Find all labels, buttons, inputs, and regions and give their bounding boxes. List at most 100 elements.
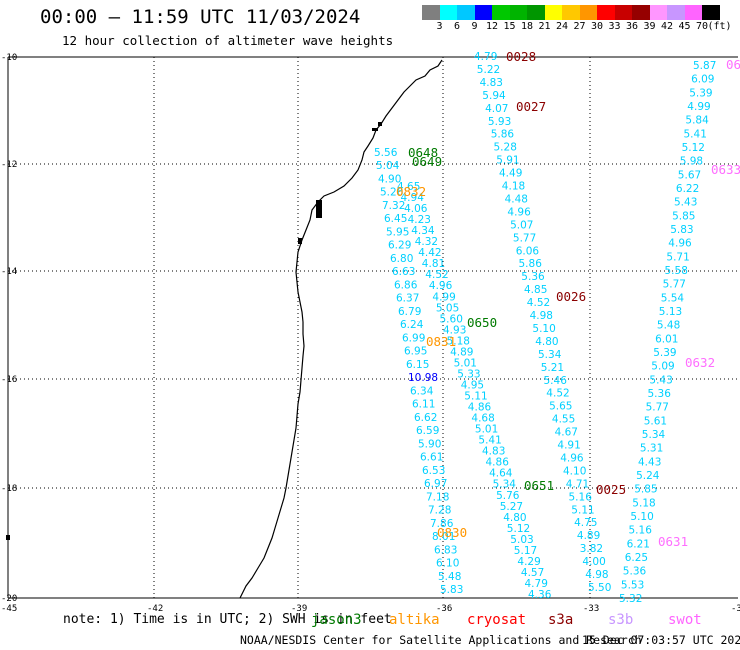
legend-label: 3: [436, 21, 443, 32]
wave-height-value: 6.83: [434, 544, 457, 556]
longitude-label: -42: [147, 604, 163, 614]
legend-label: 42: [660, 21, 674, 32]
legend-swatch: [527, 5, 545, 20]
legend-label: 18: [520, 21, 534, 32]
legend-swatch: [702, 5, 720, 20]
wave-height-value: 5.76: [496, 490, 520, 502]
wave-height-value: 5.56: [374, 147, 398, 159]
legend-swatch: [614, 5, 632, 20]
wave-height-value: 5.41: [478, 435, 501, 447]
legend-label: 12: [485, 21, 499, 32]
wave-height-value: 6.59: [416, 425, 439, 437]
satellite-legend: jason3 altika cryosat s3a s3b swot: [0, 612, 740, 630]
wave-height-value: 4.18: [502, 181, 525, 193]
footer-note: note: 1) Time is in UTC; 2) SWH is in fe…: [63, 612, 392, 627]
wave-height-value: 5.18: [632, 497, 655, 509]
wave-height-value: 4.57: [521, 567, 544, 579]
wave-height-value: 5.18: [447, 335, 470, 347]
wave-height-value: 4.96: [560, 453, 584, 465]
pass-time-label: 0648: [408, 145, 438, 160]
longitude-label: -30: [731, 604, 740, 614]
legend-swatch: [509, 5, 527, 20]
wave-height-value: 5.77: [513, 232, 536, 244]
wave-height-value: 4.83: [482, 446, 505, 458]
wave-height-value: 5.48: [438, 571, 461, 583]
latitude-label: -12: [1, 160, 17, 170]
longitude-label: -33: [583, 604, 599, 614]
wave-height-value: 4.79: [474, 51, 497, 63]
wave-height-value: 5.65: [549, 401, 572, 413]
wave-height-value: 5.11: [464, 391, 487, 403]
wave-height-value: 4.99: [432, 291, 455, 303]
wave-height-value: 5.12: [682, 142, 705, 154]
wave-height-value: 6.80: [390, 253, 413, 265]
wave-height-value: 6.21: [627, 538, 650, 550]
wave-height-value: 6.95: [404, 346, 427, 358]
pass-time-label: 0028: [506, 49, 536, 64]
pass-time-label: 0830: [437, 525, 467, 540]
wave-height-value: 4.68: [471, 413, 494, 425]
pass-time-label: 0025: [596, 482, 626, 497]
wave-height-value: 4.86: [486, 457, 510, 469]
wave-height-value: 5.58: [665, 265, 688, 277]
page-title: 00:00 — 11:59 UTC 11/03/2024: [40, 6, 361, 28]
pass-time-label: 0650: [467, 315, 497, 330]
wave-height-value: 4.96: [429, 280, 453, 292]
legend-swatch: [457, 5, 475, 20]
wave-height-value: 3.82: [580, 543, 603, 555]
longitude-label: -36: [436, 604, 452, 614]
legend-label: 21: [538, 21, 551, 32]
wave-height-value: 4.98: [530, 310, 553, 322]
wave-height-value: 6.22: [676, 183, 699, 195]
legend-swatch: [649, 5, 667, 20]
latitude-label: -14: [1, 267, 17, 277]
wave-height-value: 6.06: [516, 245, 540, 257]
legend-swatch: [562, 5, 580, 20]
wave-height-value: 5.85: [634, 484, 657, 496]
wave-height-value: 4.75: [574, 517, 597, 529]
wave-height-value: 4.52: [425, 269, 448, 281]
wave-height-value: 4.96: [668, 238, 692, 250]
wave-height-value: 5.50: [588, 582, 611, 594]
wave-height-value: 4.80: [535, 336, 558, 348]
wave-height-value: 5.32: [619, 593, 642, 605]
wave-height-value: 4.98: [585, 569, 608, 581]
wave-height-value: 6.24: [400, 319, 424, 331]
longitude-label: -45: [1, 604, 17, 614]
wave-height-values: 5.565.04 4.905.267.326.45 5.956.296.806.63…: [374, 51, 716, 605]
wave-height-value: 6.86: [394, 279, 418, 291]
wave-height-value: 6.01: [655, 333, 678, 345]
wave-height-value: 5.03: [510, 534, 533, 546]
wave-height-value: 4.86: [468, 402, 492, 414]
wave-height-value: 5.31: [640, 443, 663, 455]
legend-swatch: [439, 5, 457, 20]
pass-time-label: 0633: [711, 162, 740, 177]
wave-height-value: 5.24: [636, 470, 660, 482]
wave-height-value: 4.42: [418, 247, 441, 259]
graticule: [8, 57, 738, 598]
satellite-name: swot: [668, 612, 702, 628]
legend-label: (ft): [707, 21, 732, 32]
legend-swatch: [667, 5, 685, 20]
wave-height-value: 4.89: [577, 530, 600, 542]
legend-label: 30: [590, 21, 604, 32]
wave-height-value: 5.71: [666, 251, 689, 263]
wave-height-value: 6.61: [420, 452, 443, 464]
wave-height-value: 7.86: [430, 518, 454, 530]
wave-height-value: 5.05: [436, 302, 459, 314]
wave-height-value: 4.52: [527, 297, 550, 309]
wave-height-value: 4.89: [450, 346, 473, 358]
wave-height-value: 5.33: [457, 369, 480, 381]
wave-height-value: 5.91: [496, 155, 519, 167]
pass-time-label: 0831: [426, 334, 456, 349]
wave-height-value: 5.54: [661, 292, 685, 304]
legend-label: 24: [555, 21, 569, 32]
legend-label: 15: [503, 21, 516, 32]
pass-time-label: 0631: [658, 534, 688, 549]
wave-height-value: 5.87: [693, 60, 716, 72]
wave-height-value: 4.49: [499, 168, 522, 180]
wave-height-value: 4.64: [489, 468, 513, 480]
wave-height-value: 5.95: [386, 227, 409, 239]
wave-height-value: 4.52: [546, 388, 569, 400]
wave-height-value: 4.99: [687, 101, 710, 113]
